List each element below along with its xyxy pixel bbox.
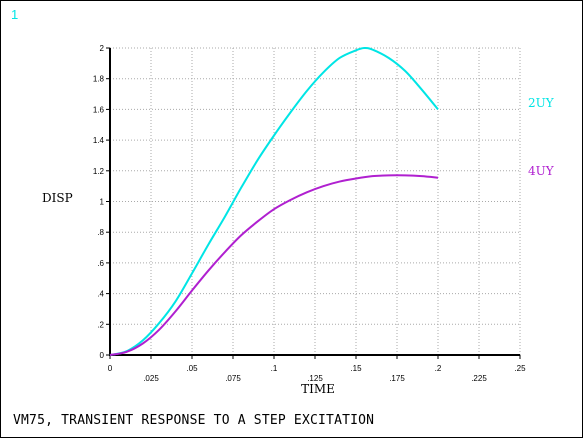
series-line-4uy (109, 174, 439, 356)
y-tick-label: .6 (97, 259, 104, 268)
x-axis-title: TIME (301, 382, 335, 396)
y-tick-label: 1 (100, 198, 105, 207)
window-number: 1 (11, 7, 19, 22)
plot-caption: VM75, TRANSIENT RESPONSE TO A STEP EXCIT… (13, 413, 375, 428)
y-tick-label: 1.6 (93, 105, 105, 114)
x-tick-label: .125 (307, 374, 323, 383)
x-tick-label: .25 (514, 364, 526, 373)
x-tick-label: .175 (389, 374, 405, 383)
y-tick-label: .4 (97, 290, 104, 299)
y-tick-label: 1.2 (93, 167, 105, 176)
x-tick-label: .05 (186, 364, 198, 373)
x-tick-label: 0 (108, 364, 113, 373)
y-tick-label: .2 (97, 320, 104, 329)
x-tick-label: .1 (271, 364, 278, 373)
x-tick-label: .075 (225, 374, 241, 383)
series-line-2uy (109, 46, 439, 356)
x-tick-label: .2 (435, 364, 442, 373)
y-tick-label: 1.4 (93, 136, 105, 145)
y-tick-label: .8 (97, 228, 104, 237)
y-axis-title: DISP (42, 191, 73, 205)
y-tick-label: 2 (100, 44, 105, 53)
y-tick-label: 1.8 (93, 75, 105, 84)
x-tick-label: .15 (350, 364, 362, 373)
x-tick-label: .025 (143, 374, 159, 383)
y-tick-label: 0 (100, 351, 105, 360)
x-tick-label: .225 (471, 374, 487, 383)
legend-label-2uy: 2UY (528, 96, 555, 110)
legend-label-4uy: 4UY (528, 164, 555, 178)
